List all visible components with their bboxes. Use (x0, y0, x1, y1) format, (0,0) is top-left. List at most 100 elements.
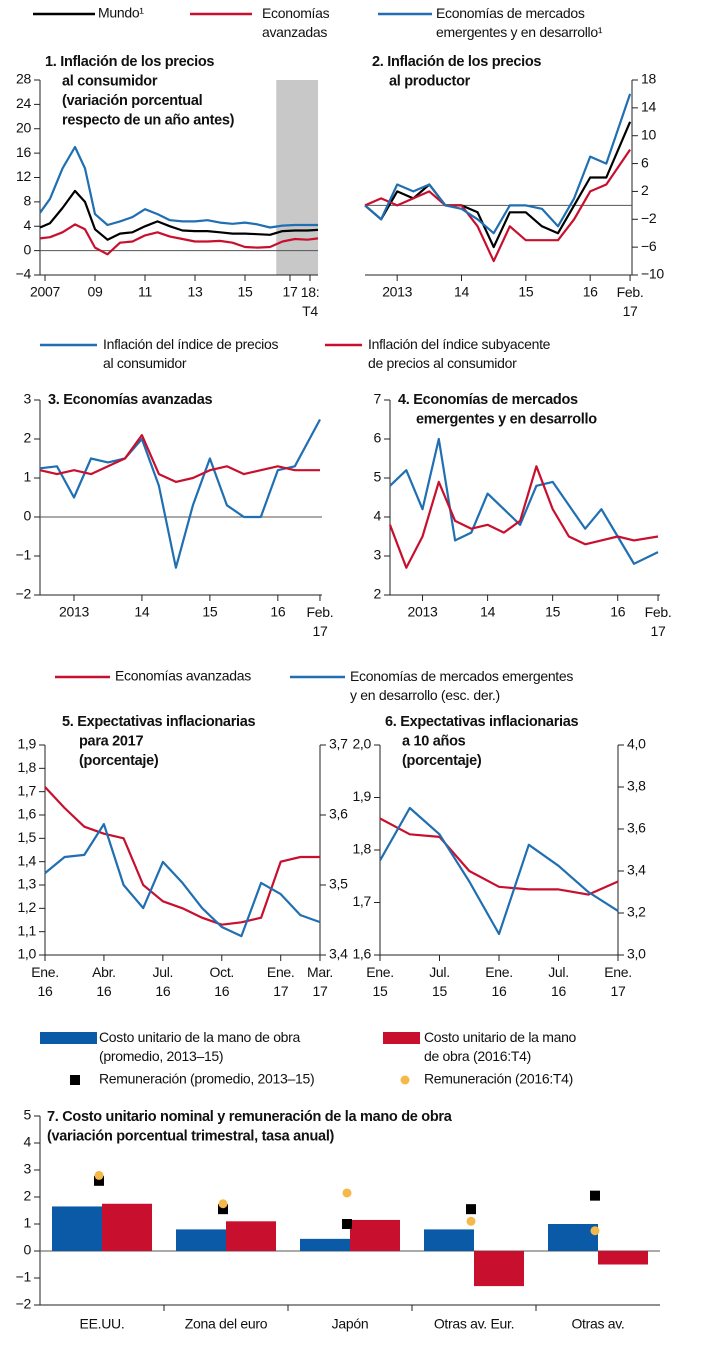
x-tick-label: Ene. 17 (604, 964, 632, 999)
dot-circle (94, 1170, 104, 1180)
y-tick-label: 1,3 (17, 876, 36, 892)
bar (548, 1224, 598, 1251)
y-tick-label: −2 (641, 210, 657, 226)
legend-label: Costo unitario de la mano de obra (2016:T… (424, 1029, 577, 1064)
legend-label: Economías de mercados emergentes y en des… (350, 668, 573, 703)
y-tick-label: 24 (16, 95, 31, 111)
x-tick-label: 16 (610, 604, 625, 620)
y-tick-label: −2 (16, 586, 32, 602)
chart-title: 2. Inflación de los precios al productor (372, 54, 541, 90)
y-tick-label: 10 (641, 126, 656, 142)
y-tick-label: −1 (16, 1269, 32, 1285)
y-tick-label: −1 (16, 547, 32, 563)
dot-square (218, 1204, 228, 1215)
x-tick-label: Mar. 17 (307, 964, 333, 999)
y-tick-label: 1,0 (17, 946, 36, 962)
legend-label: Economías avanzadas (115, 668, 251, 684)
legend-swatch (400, 1075, 410, 1085)
y-tick-label: 5 (374, 469, 382, 485)
legend-label: Remuneración (promedio, 2013–15) (99, 1071, 314, 1087)
series-line (39, 145, 318, 229)
x-tick-label: 2013 (408, 604, 438, 620)
series-line (379, 806, 619, 936)
y-tick-label: 1,2 (17, 899, 36, 915)
legend-label: Inflación del índice subyacente de precio… (368, 336, 551, 371)
y-tick-label: 4 (374, 508, 382, 524)
y-tick-label: 0 (24, 508, 32, 524)
bar (226, 1221, 276, 1251)
x-tick-label: 14 (480, 604, 495, 620)
bar (424, 1229, 474, 1251)
x-tick-label: 2013 (382, 284, 412, 300)
x-tick-label: 15 (202, 604, 217, 620)
y-tick-label: 7 (374, 391, 382, 407)
dot-circle (466, 1216, 476, 1226)
y-tick-label: 1,7 (17, 782, 36, 798)
y-tick-label: 1,5 (17, 829, 36, 845)
dot-circle (590, 1226, 600, 1236)
series-line (388, 465, 659, 569)
bar (350, 1219, 400, 1251)
legend-swatch (70, 1075, 80, 1085)
x-tick-label: 11 (138, 284, 152, 300)
bar (52, 1206, 102, 1251)
y-tick-label: 14 (641, 99, 656, 115)
y-tick-label: 1,8 (352, 841, 371, 857)
legend-label: Economías avanzadas (262, 5, 330, 40)
y-tick-label: 2 (641, 182, 649, 198)
series-line (39, 189, 319, 241)
y-tick-label: −10 (641, 266, 664, 282)
y-tick-label: 1,6 (17, 806, 36, 822)
x-tick-label: Ene. 16 (31, 964, 59, 999)
chart-title: 3. Economías avanzadas (48, 392, 212, 408)
dot-square (94, 1175, 104, 1186)
x-tick-label: Ene. 16 (485, 964, 513, 999)
y-tick-label: 2 (374, 586, 382, 602)
series-line (389, 437, 659, 565)
x-tick-label: Otras av. (571, 1316, 624, 1332)
x-tick-label: Feb. 17 (617, 284, 644, 319)
y-tick-label: 1,7 (352, 893, 371, 909)
y-tick-label: 1,6 (352, 946, 371, 962)
dot-square (342, 1219, 352, 1229)
y-tick-label: 6 (641, 154, 649, 170)
y-tick-label: 16 (16, 144, 31, 160)
y-tick-label: 0 (24, 1242, 32, 1258)
dot-square (466, 1204, 476, 1215)
y-tick-label: 1,4 (17, 852, 36, 868)
y2-tick-label: 3,7 (329, 736, 348, 752)
legend-swatch (40, 1032, 97, 1044)
x-tick-label: Otras av. Eur. (434, 1316, 514, 1332)
x-tick-label: 2007 (30, 284, 60, 300)
x-tick-label: Ene. 17 (267, 964, 295, 999)
y-tick-label: 20 (16, 119, 31, 135)
chart-title: 4. Economías de mercados emergentes y en … (398, 392, 597, 428)
chart-title: 6. Expectativas inflacionarias a 10 años(… (385, 714, 579, 769)
x-tick-label: 2013 (59, 604, 89, 620)
x-tick-label: 15 (238, 284, 253, 300)
chart-title: 5. Expectativas inflacionarias para 2017(… (62, 714, 256, 769)
x-tick-label: 09 (88, 284, 103, 300)
y-tick-label: 28 (16, 71, 31, 87)
x-tick-label: Japón (332, 1316, 369, 1332)
y-tick-label: 1,9 (352, 788, 371, 804)
series-line (364, 148, 632, 263)
series-line (364, 121, 632, 249)
dot-circle (342, 1188, 352, 1198)
y2-tick-label: 3,6 (627, 820, 646, 836)
x-tick-label: 14 (454, 284, 469, 300)
x-tick-label: Feb. 17 (307, 604, 334, 639)
legend-label: Remuneración (2016:T4) (424, 1071, 573, 1087)
x-tick-label: 16 (270, 604, 285, 620)
chart-title: 7. Costo unitario nominal y remuneración… (47, 1109, 453, 1145)
x-tick-label: Jul. 15 (429, 964, 450, 999)
y-tick-label: 1 (24, 469, 32, 485)
y-tick-label: 3 (24, 1161, 32, 1177)
x-tick-label: 16 (583, 284, 598, 300)
series-line (44, 786, 320, 926)
y-tick-label: 1,8 (17, 759, 36, 775)
x-tick-label: Jul. 16 (153, 964, 174, 999)
y-tick-label: 8 (24, 193, 32, 209)
y-tick-label: 2 (24, 1188, 32, 1204)
x-tick-label: Zona del euro (185, 1316, 268, 1332)
